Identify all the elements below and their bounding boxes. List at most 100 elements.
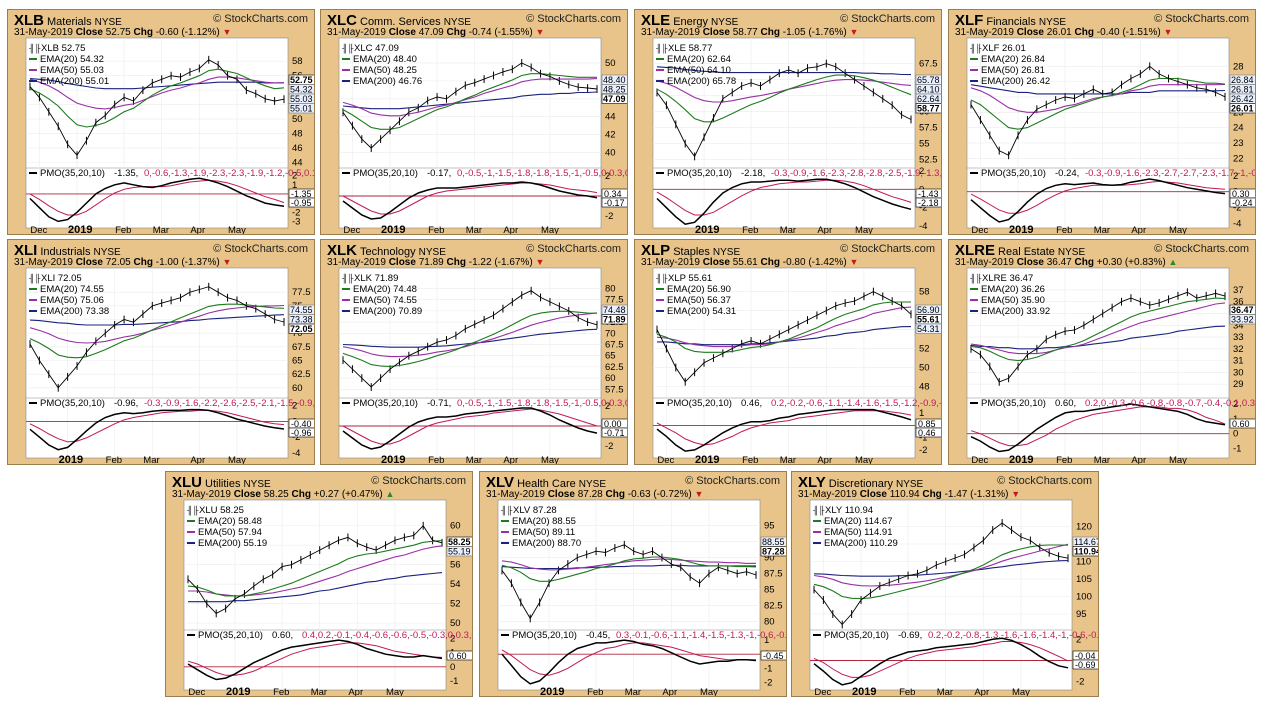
chart-panel-xlk: XLK Technology NYSE © StockCharts.com 31-May… (320, 239, 628, 465)
month-tick-label: May (1012, 687, 1030, 697)
ticker-symbol: XLF (955, 12, 984, 29)
price-tick-label: 65 (292, 355, 303, 366)
price-tick-label: 44 (605, 112, 616, 123)
value-tag-box (915, 323, 941, 334)
change-value: -1.00 (-1.37%) (155, 257, 223, 268)
pmo-tag-box (446, 650, 472, 661)
ema200-line (813, 559, 1069, 577)
price-tick-label: 77.5 (292, 287, 311, 298)
price-tick-label: 62.5 (605, 362, 624, 373)
pmo-tag-box (1229, 418, 1255, 429)
quote-date: 31-May-2019 (327, 257, 389, 268)
pmo-line (29, 177, 285, 223)
month-tick-label: May (1169, 225, 1187, 235)
price-tick-label: 46 (292, 143, 303, 154)
exchange-label: NYSE (1038, 17, 1067, 28)
value-tag-box (288, 323, 314, 334)
price-tick-label: 34 (1233, 320, 1244, 331)
close-value: 36.47 (1046, 257, 1075, 268)
price-tick-label: 56 (450, 560, 461, 571)
price-tick-label: 62.5 (292, 369, 311, 380)
pmo-tag-label: 0.46 (918, 428, 936, 438)
pmo-tick-label: 2 (919, 166, 924, 177)
price-tick-label: 67.5 (919, 59, 938, 70)
close-value: 71.89 (418, 257, 447, 268)
ticker-symbol: XLI (14, 242, 38, 259)
pmo-label: PMO(35,20,10) (667, 398, 732, 409)
ticker-symbol: XLB (14, 12, 44, 29)
price-tick-label: 67.5 (605, 339, 624, 350)
value-tag-box (288, 103, 314, 114)
price-tick-label: 50 (919, 363, 930, 374)
quote-line: 31-May-2019 Close 58.77 Chg -1.05 (-1.76… (641, 27, 859, 38)
price-legend-icon: ╢╟ (342, 43, 354, 54)
sector-name: Comm. Services (360, 16, 441, 28)
legend-label: EMA(50) 64.10 (667, 65, 731, 76)
legend-label: EMA(50) 48.25 (353, 65, 417, 76)
brand-watermark: © StockCharts.com (371, 475, 466, 487)
pmo-tag-label: -0.71 (604, 428, 625, 438)
ema20-line (29, 68, 285, 128)
price-tick-label: 28 (1233, 61, 1244, 72)
quote-line: 31-May-2019 Close 72.05 Chg -1.00 (-1.37… (14, 257, 232, 268)
chart-panel-xlb: XLB Materials NYSE © StockCharts.com 31-May-… (7, 9, 315, 235)
month-tick-label: Dec (971, 455, 988, 465)
pmo-tick-label: -4 (919, 221, 927, 232)
down-arrow-icon: ▼ (222, 27, 232, 37)
sector-name: Financials (986, 16, 1036, 28)
price-tick-label: 36 (1233, 297, 1244, 308)
pmo-tick-label: 1 (764, 635, 769, 646)
pmo-tag-label: 0.30 (1232, 189, 1250, 199)
month-tick-label: Apr (974, 687, 989, 697)
pmo-signal-line (656, 410, 912, 446)
change-value: -1.22 (-1.67%) (468, 257, 536, 268)
close-value: 52.75 (105, 27, 134, 38)
price-tick-label: 30 (1233, 367, 1244, 378)
exchange-label: NYSE (711, 17, 739, 28)
price-tick-label: 31 (1233, 356, 1244, 367)
pmo-line (342, 407, 598, 450)
month-tick-label: Apr (348, 687, 363, 697)
close-value: 26.01 (1046, 27, 1075, 38)
price-tick-label: 52 (919, 344, 930, 355)
month-tick-label: Feb (273, 687, 289, 697)
month-tick-label: 2019 (852, 686, 876, 697)
pmo-value: -0.71, (427, 398, 451, 409)
month-tick-label: Feb (742, 455, 758, 465)
legend-label: EMA(50) 26.81 (981, 65, 1045, 76)
value-tag-label: 52.75 (290, 75, 313, 85)
sector-name: Real Estate (998, 246, 1055, 258)
chart-canvas: 57.56062.56567.57072.57577.5802019FebMar… (338, 267, 627, 465)
pmo-tick-label: -1 (450, 676, 458, 687)
brand-watermark: © StockCharts.com (840, 13, 935, 25)
legend-label: EMA(50) 35.90 (981, 295, 1045, 306)
month-tick-label: Apr (190, 455, 205, 465)
value-tag-label: 48.40 (603, 75, 626, 85)
pmo-tick-label: -1 (764, 663, 772, 674)
month-tick-label: May (541, 225, 559, 235)
ema20-line (187, 539, 443, 597)
pmo-tick-label: 2 (1233, 171, 1238, 182)
pmo-signal-line (656, 179, 912, 216)
month-tick-label: Dec (971, 225, 988, 235)
pmo-line (970, 403, 1226, 453)
sector-name: Discretionary (828, 478, 893, 490)
legend-label: EMA(200) 46.76 (353, 76, 422, 87)
pmo-tick-label: 2 (605, 171, 610, 182)
chart-canvas: 293031323334353637Dec2019FebMarAprMay╢╟X… (966, 267, 1255, 465)
value-tag-label: 110.94 (1074, 547, 1099, 557)
quote-line: 31-May-2019 Close 52.75 Chg -0.60 (-1.12… (14, 27, 232, 38)
pmo-tag-label: 0.34 (604, 189, 622, 199)
pmo-label: PMO(35,20,10) (353, 398, 418, 409)
price-tick-label: 70 (605, 328, 616, 339)
price-tick-label: 58 (919, 287, 930, 298)
change-value: +0.27 (+0.47%) (313, 489, 386, 500)
month-tick-label: Mar (780, 225, 796, 235)
chart-panel-xly: XLY Discretionary NYSE © StockCharts.com 31-… (791, 471, 1099, 697)
price-tick-label: 105 (1076, 574, 1092, 585)
price-tick-label: 29 (1233, 379, 1244, 390)
value-tag-box (1072, 546, 1098, 557)
sector-name: Industrials (40, 246, 91, 258)
month-tick-label: 2019 (381, 454, 405, 465)
price-tick-label: 90 (764, 553, 775, 564)
